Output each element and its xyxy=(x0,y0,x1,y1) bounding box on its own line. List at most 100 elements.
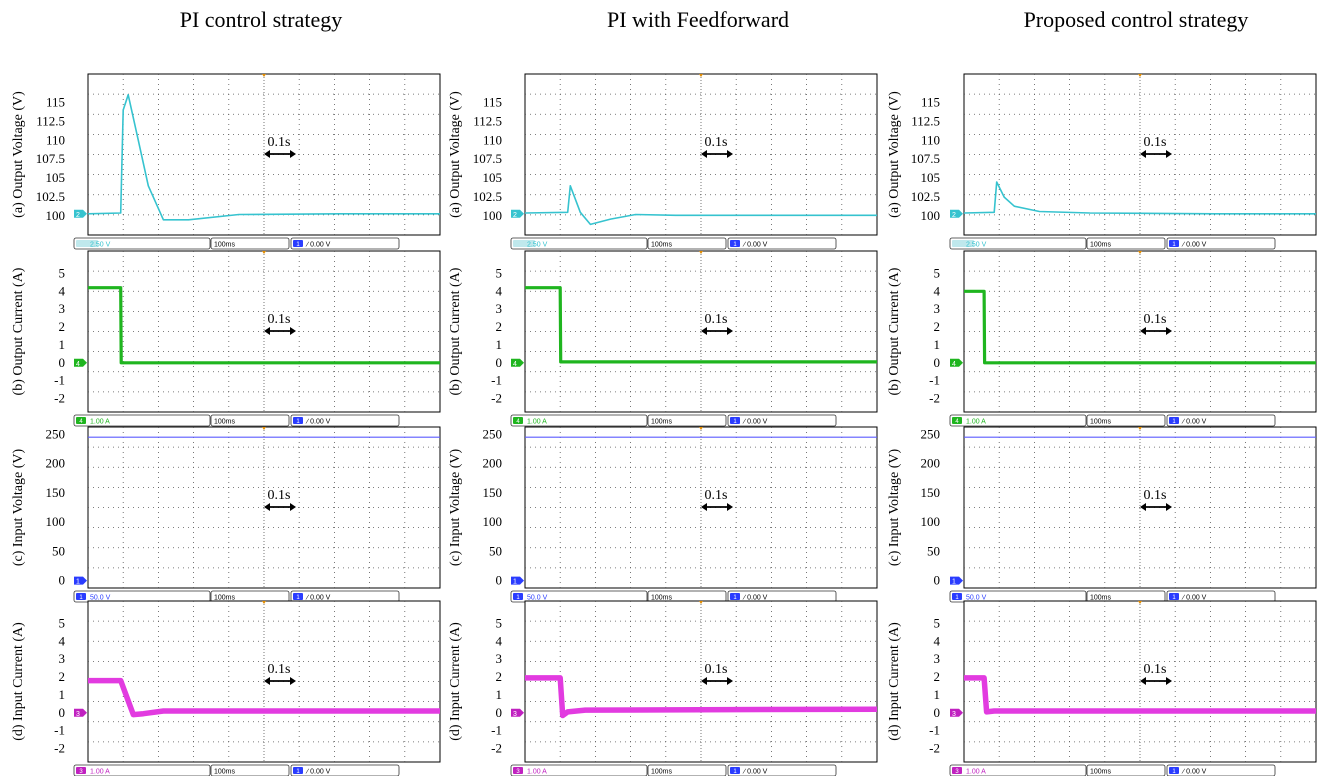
channel-marker-icon: 2 xyxy=(511,209,524,219)
y-tick-label: 102.5 xyxy=(473,189,502,204)
time-scale-annotation: 0.1s xyxy=(1144,662,1167,677)
y-tick-label: 150 xyxy=(483,485,503,500)
svg-text:1: 1 xyxy=(513,579,517,586)
channel-marker-icon: 1 xyxy=(74,576,87,586)
trigger-marker-icon xyxy=(262,74,266,77)
y-tick-label: 4 xyxy=(59,283,66,298)
channel-scale-text: 1.00 A xyxy=(90,769,110,776)
trigger-level-text: ∕ 0.00 V xyxy=(742,419,768,426)
signal-trace xyxy=(88,677,440,718)
y-tick-label: 4 xyxy=(496,633,503,648)
time-scale-annotation: 0.1s xyxy=(268,488,291,503)
trigger-channel-text: 1 xyxy=(296,595,300,601)
y-tick-label: -2 xyxy=(491,391,502,406)
panel-2-0: (c) Input Voltage (V) 250 200 150 100 50 0 1 0.1… xyxy=(11,426,441,603)
svg-text:1: 1 xyxy=(79,595,83,601)
status-bar: 2.50 V 100ms 1 ∕ 0.00 V xyxy=(73,237,400,250)
double-arrow-icon xyxy=(1140,327,1172,335)
trigger-marker-icon xyxy=(699,601,703,604)
y-tick-label: 5 xyxy=(59,615,66,630)
trigger-channel-text: 1 xyxy=(733,769,737,775)
y-tick-label: 3 xyxy=(59,651,66,666)
double-arrow-icon xyxy=(264,150,296,158)
status-bar: 4 1.00 A 100ms 1 ∕ 0.00 V xyxy=(949,414,1276,427)
y-axis-label: (b) Output Current (A) xyxy=(887,267,902,395)
channel-marker-icon: 3 xyxy=(511,708,524,718)
trigger-marker-icon xyxy=(262,427,266,430)
y-tick-label: 107.5 xyxy=(473,151,502,166)
time-scale-annotation: 0.1s xyxy=(705,662,728,677)
trigger-level-text: ∕ 0.00 V xyxy=(305,242,331,249)
double-arrow-icon xyxy=(264,677,296,685)
y-tick-label: 0 xyxy=(934,355,941,370)
y-tick-label: 4 xyxy=(496,283,503,298)
y-tick-label: 112.5 xyxy=(473,113,502,128)
column-title-2: Proposed control strategy xyxy=(1024,7,1249,32)
signal-trace xyxy=(524,185,877,226)
time-scale-annotation: 0.1s xyxy=(705,488,728,503)
panel-0-0: (a) Output Voltage (V) 115112.5110107.510… xyxy=(11,73,441,250)
y-tick-label: 115 xyxy=(483,94,502,109)
y-tick-label: 1 xyxy=(496,687,503,702)
double-arrow-icon xyxy=(701,503,733,511)
y-tick-label: 2 xyxy=(496,669,503,684)
trigger-marker-icon xyxy=(699,251,703,254)
timebase-text: 100ms xyxy=(651,595,673,602)
y-tick-label: 110 xyxy=(921,132,940,147)
y-tick-label: 3 xyxy=(496,651,503,666)
y-tick-label: 150 xyxy=(46,485,66,500)
channel-scale-text: 2.50 V xyxy=(90,242,111,249)
y-tick-label: 100 xyxy=(921,514,941,529)
trigger-channel-text: 1 xyxy=(733,242,737,248)
y-tick-label: 5 xyxy=(934,615,941,630)
double-arrow-icon xyxy=(1140,150,1172,158)
y-tick-label: 0 xyxy=(934,705,941,720)
panel-0-1: (a) Output Voltage (V) 115112.5110107.510… xyxy=(448,73,878,250)
status-bar: 4 1.00 A 100ms 1 ∕ 0.00 V xyxy=(510,414,837,427)
svg-text:2: 2 xyxy=(76,212,80,219)
signal-trace xyxy=(525,286,877,364)
trigger-channel-text: 1 xyxy=(296,242,300,248)
y-axis-label: (a) Output Voltage (V) xyxy=(448,91,463,218)
trigger-marker-icon xyxy=(1138,427,1142,430)
timebase-text: 100ms xyxy=(214,419,236,426)
channel-marker-icon: 4 xyxy=(74,358,87,368)
y-tick-label: 0 xyxy=(59,573,66,588)
channel-marker-icon: 4 xyxy=(511,358,524,368)
channel-marker-icon: 1 xyxy=(950,576,963,586)
y-tick-label: 3 xyxy=(59,301,66,316)
timebase-text: 100ms xyxy=(214,242,236,249)
svg-text:3: 3 xyxy=(955,769,959,775)
channel-scale-text: 1.00 A xyxy=(527,769,547,776)
trigger-marker-icon xyxy=(1138,601,1142,604)
y-tick-label: 250 xyxy=(483,426,503,441)
status-bar: 3 1.00 A 100ms 1 ∕ 0.00 V xyxy=(73,764,400,776)
time-scale-annotation: 0.1s xyxy=(705,312,728,327)
y-tick-label: -1 xyxy=(54,723,65,738)
trigger-level-text: ∕ 0.00 V xyxy=(305,769,331,776)
trigger-channel-text: 1 xyxy=(1172,769,1176,775)
svg-text:1: 1 xyxy=(955,595,959,601)
svg-text:4: 4 xyxy=(955,419,959,425)
channel-scale-text: 50.0 V xyxy=(527,595,548,602)
y-tick-label: 2 xyxy=(934,319,941,334)
panel-1-0: (b) Output Current (A) 5 4 3 2 1 0 -1 -2 4 0.1s 4 1.… xyxy=(11,250,441,427)
y-tick-label: -2 xyxy=(929,741,940,756)
y-tick-label: 3 xyxy=(496,301,503,316)
y-axis-label: (c) Input Voltage (V) xyxy=(11,449,26,567)
trigger-level-text: ∕ 0.00 V xyxy=(1181,419,1207,426)
grid xyxy=(88,427,440,588)
y-tick-label: 4 xyxy=(59,633,66,648)
channel-marker-icon: 4 xyxy=(950,358,963,368)
y-tick-label: 100 xyxy=(483,514,503,529)
y-tick-label: -1 xyxy=(491,373,502,388)
channel-scale-text: 1.00 A xyxy=(527,419,547,426)
y-tick-label: 4 xyxy=(934,283,941,298)
trigger-marker-icon xyxy=(699,427,703,430)
signal-trace xyxy=(87,94,440,221)
svg-text:1: 1 xyxy=(952,579,956,586)
trigger-channel-text: 1 xyxy=(1172,242,1176,248)
double-arrow-icon xyxy=(1140,503,1172,511)
y-tick-label: 3 xyxy=(934,651,941,666)
